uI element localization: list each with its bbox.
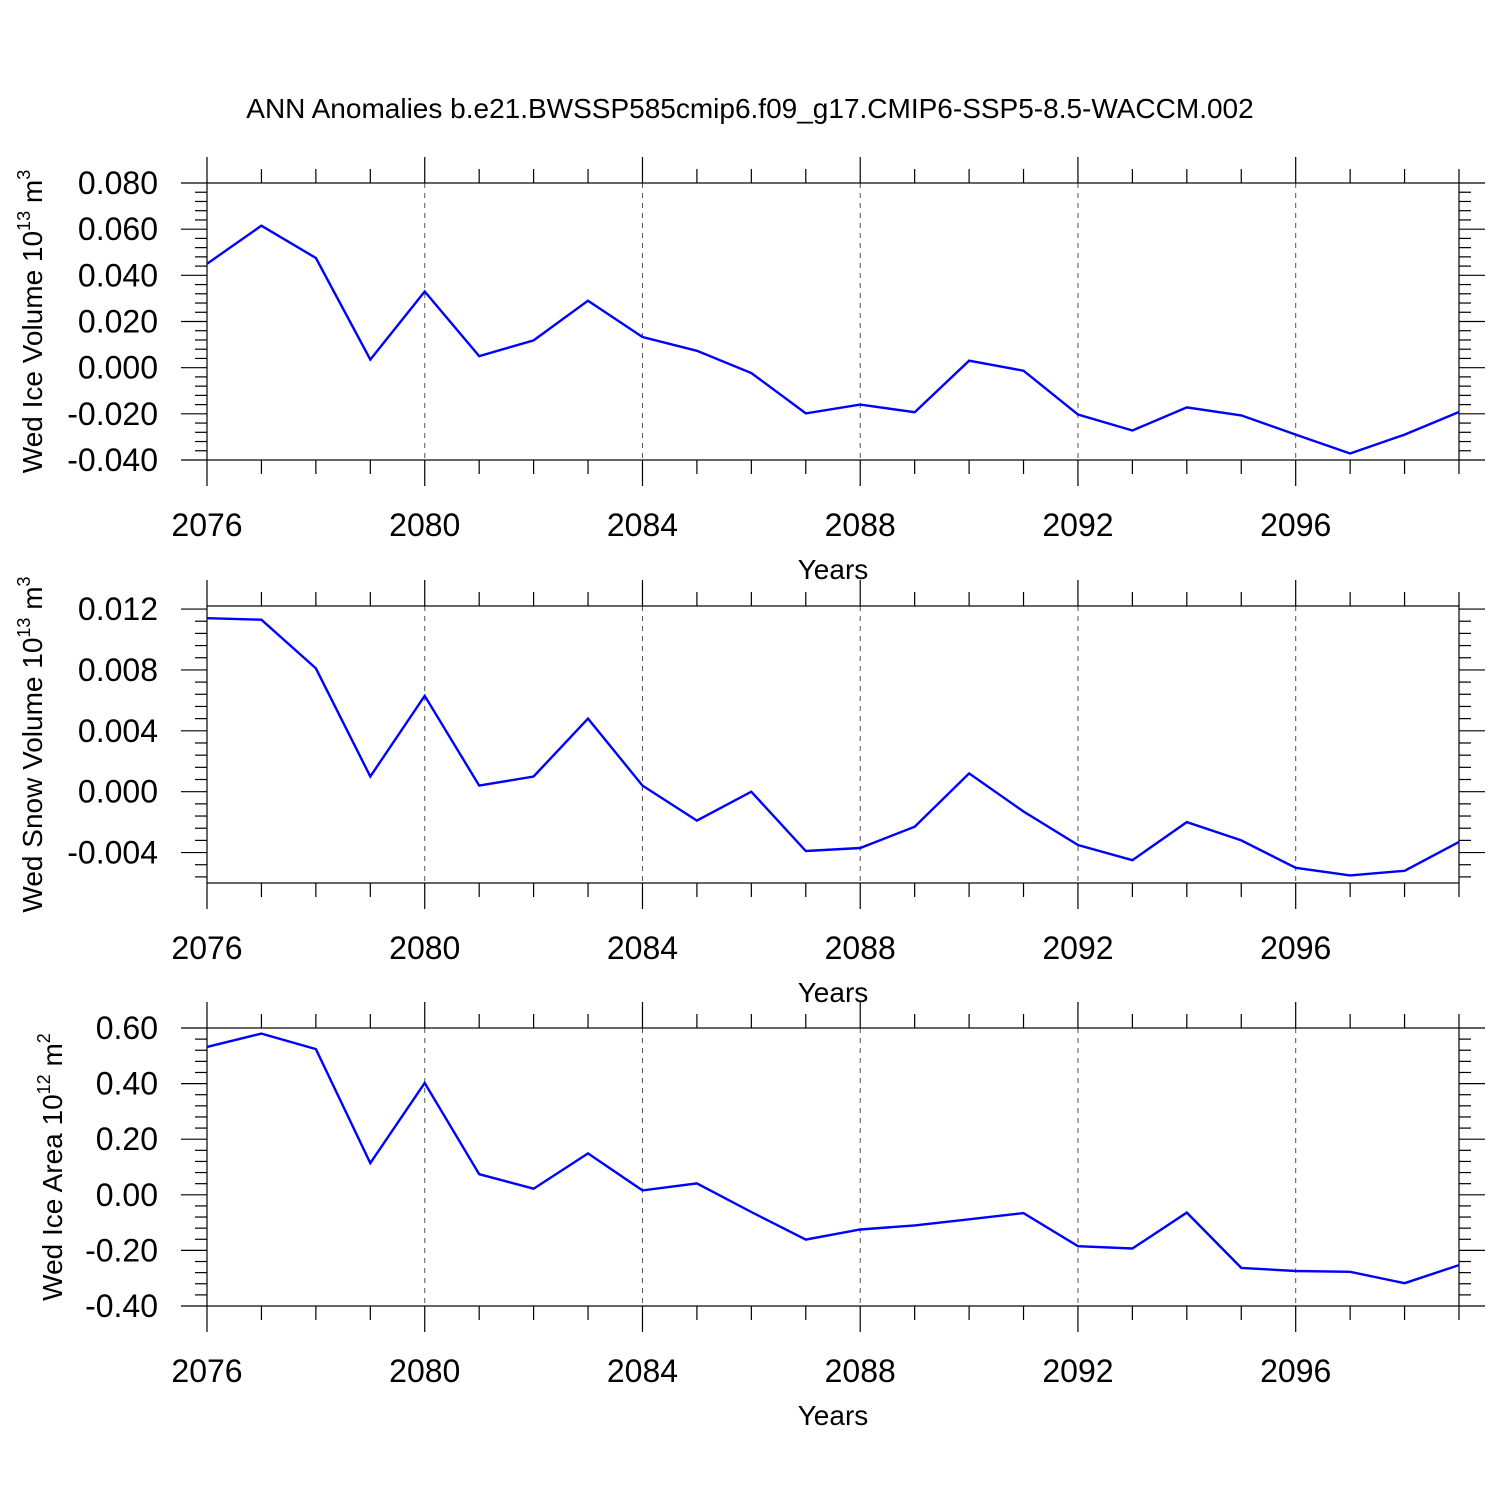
y-tick-label: 0.060 (78, 211, 158, 247)
y-tick-label: 0.000 (78, 350, 158, 386)
y-tick-label: 0.080 (78, 165, 158, 201)
x-tick-label: 2096 (1260, 1353, 1331, 1389)
y-tick-label: -0.004 (67, 835, 158, 871)
x-tick-label: 2080 (389, 507, 460, 543)
y-tick-label: 0.000 (78, 774, 158, 810)
x-tick-label: 2096 (1260, 930, 1331, 966)
y-tick-label: 0.012 (78, 591, 158, 627)
x-tick-label: 2096 (1260, 507, 1331, 543)
y-axis-label-main: Wed Ice Area 10 (37, 1094, 68, 1301)
y-axis-label-unit: m (37, 1043, 68, 1074)
y-tick-label: -0.020 (67, 396, 158, 432)
x-tick-label: 2088 (825, 507, 896, 543)
chart-title: ANN Anomalies b.e21.BWSSP585cmip6.f09_g1… (246, 93, 1253, 124)
x-axis-label: Years (798, 1400, 869, 1431)
x-tick-label: 2092 (1042, 930, 1113, 966)
series-line (206, 1032, 1460, 1285)
y-axis-label-exponent: 13 (14, 618, 34, 638)
y-tick-label: 0.004 (78, 713, 158, 749)
x-tick-label: 2092 (1042, 507, 1113, 543)
y-axis-label-unit-exponent: 3 (14, 170, 34, 180)
x-tick-label: 2088 (825, 930, 896, 966)
y-axis-label: Wed Ice Volume 1013 m3 (14, 170, 48, 473)
x-tick-label: 2076 (171, 507, 242, 543)
series-line (206, 224, 1460, 455)
y-axis-label-unit-exponent: 3 (14, 576, 34, 586)
x-tick-label: 2084 (607, 1353, 678, 1389)
y-tick-label: -0.040 (67, 442, 158, 478)
y-tick-label: 0.60 (96, 1010, 158, 1046)
y-axis-label-exponent: 13 (14, 211, 34, 231)
y-axis-label: Wed Snow Volume 1013 m3 (14, 576, 48, 912)
plot-frame (206, 182, 1460, 461)
y-tick-label: 0.40 (96, 1066, 158, 1102)
y-axis-label-unit-exponent: 2 (34, 1033, 54, 1043)
y-tick-label: 0.20 (96, 1121, 158, 1157)
x-tick-label: 2084 (607, 507, 678, 543)
x-tick-label: 2076 (171, 1353, 242, 1389)
y-tick-label: -0.40 (85, 1288, 158, 1324)
panel-1: 2076 2080 2084 2088 2092 2096 Years -0.040 -0.02… (14, 157, 1485, 585)
x-tick-label: 2092 (1042, 1353, 1113, 1389)
y-tick-label: -0.20 (85, 1232, 158, 1268)
panel-2: 2076 2080 2084 2088 2092 2096 Years -0.004 0.000… (14, 576, 1485, 1008)
x-tick-label: 2084 (607, 930, 678, 966)
series-line (206, 617, 1460, 877)
x-tick-label: 2080 (389, 930, 460, 966)
x-tick-label: 2080 (389, 1353, 460, 1389)
y-tick-label: 0.008 (78, 652, 158, 688)
y-tick-label: 0.040 (78, 257, 158, 293)
panel-3: 2076 2080 2084 2088 2092 2096 Years -0.40 -0.20 0… (34, 1002, 1485, 1431)
x-axis-label: Years (798, 554, 869, 585)
y-axis-label-unit: m (17, 586, 48, 617)
y-axis-label: Wed Ice Area 1012 m2 (34, 1033, 68, 1301)
plot-frame (206, 605, 1460, 884)
y-axis-label-exponent: 12 (34, 1074, 54, 1094)
x-tick-label: 2088 (825, 1353, 896, 1389)
y-tick-label: 0.00 (96, 1177, 158, 1213)
y-axis-label-main: Wed Ice Volume 10 (17, 231, 48, 473)
y-axis-label-main: Wed Snow Volume 10 (17, 638, 48, 913)
plot-frame (206, 1027, 1460, 1307)
x-axis-label: Years (798, 977, 869, 1008)
x-tick-label: 2076 (171, 930, 242, 966)
y-axis-label-unit: m (17, 180, 48, 211)
y-tick-label: 0.020 (78, 304, 158, 340)
